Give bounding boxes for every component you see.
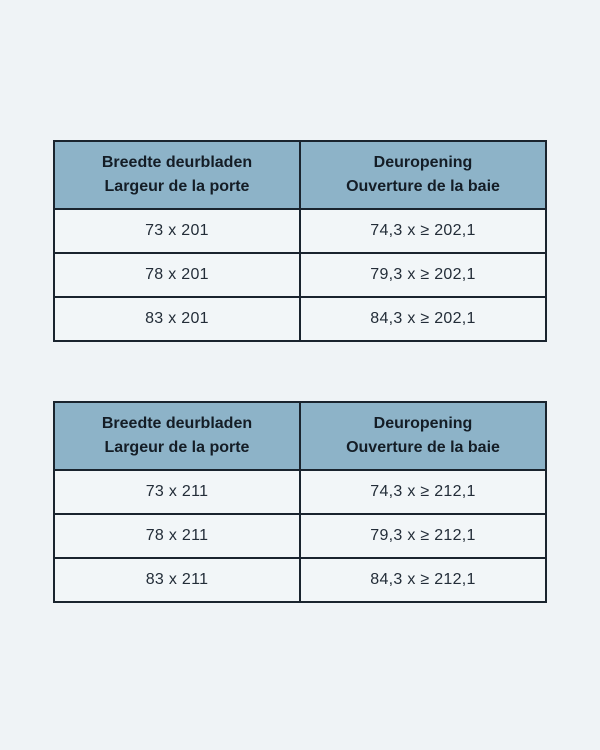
table-row: 78 x 211 79,3 x ≥ 212,1 <box>53 513 547 559</box>
column-header-door-leaf-width: Breedte deurbladen Largeur de la porte <box>53 140 301 210</box>
header-line-nl: Breedte deurbladen <box>101 154 253 171</box>
header-line-nl: Deuropening <box>373 154 473 171</box>
column-header-door-opening: Deuropening Ouverture de la baie <box>299 401 547 471</box>
column-header-door-opening: Deuropening Ouverture de la baie <box>299 140 547 210</box>
header-line-fr: Largeur de la porte <box>104 439 250 456</box>
opening-size-cell: 74,3 x ≥ 202,1 <box>299 208 547 254</box>
header-line-fr: Ouverture de la baie <box>346 439 500 456</box>
opening-size-cell: 84,3 x ≥ 212,1 <box>299 557 547 603</box>
header-line-nl: Breedte deurbladen <box>101 415 253 432</box>
opening-size-cell: 84,3 x ≥ 202,1 <box>299 296 547 342</box>
door-dimensions-table-201: Breedte deurbladen Largeur de la porte D… <box>53 140 547 342</box>
table-row: 83 x 201 84,3 x ≥ 202,1 <box>53 296 547 342</box>
table-header-row: Breedte deurbladen Largeur de la porte D… <box>53 140 547 210</box>
door-width-cell: 83 x 201 <box>53 296 301 342</box>
opening-size-cell: 79,3 x ≥ 202,1 <box>299 252 547 298</box>
door-width-cell: 83 x 211 <box>53 557 301 603</box>
header-line-fr: Ouverture de la baie <box>346 178 500 195</box>
header-line-nl: Deuropening <box>373 415 473 432</box>
door-dimensions-table-211: Breedte deurbladen Largeur de la porte D… <box>53 401 547 603</box>
door-width-cell: 78 x 201 <box>53 252 301 298</box>
opening-size-cell: 74,3 x ≥ 212,1 <box>299 469 547 515</box>
table-row: 73 x 201 74,3 x ≥ 202,1 <box>53 208 547 254</box>
door-width-cell: 73 x 211 <box>53 469 301 515</box>
header-line-fr: Largeur de la porte <box>104 178 250 195</box>
table-row: 78 x 201 79,3 x ≥ 202,1 <box>53 252 547 298</box>
opening-size-cell: 79,3 x ≥ 212,1 <box>299 513 547 559</box>
column-header-door-leaf-width: Breedte deurbladen Largeur de la porte <box>53 401 301 471</box>
table-row: 73 x 211 74,3 x ≥ 212,1 <box>53 469 547 515</box>
table-header-row: Breedte deurbladen Largeur de la porte D… <box>53 401 547 471</box>
door-width-cell: 78 x 211 <box>53 513 301 559</box>
door-width-cell: 73 x 201 <box>53 208 301 254</box>
table-row: 83 x 211 84,3 x ≥ 212,1 <box>53 557 547 603</box>
